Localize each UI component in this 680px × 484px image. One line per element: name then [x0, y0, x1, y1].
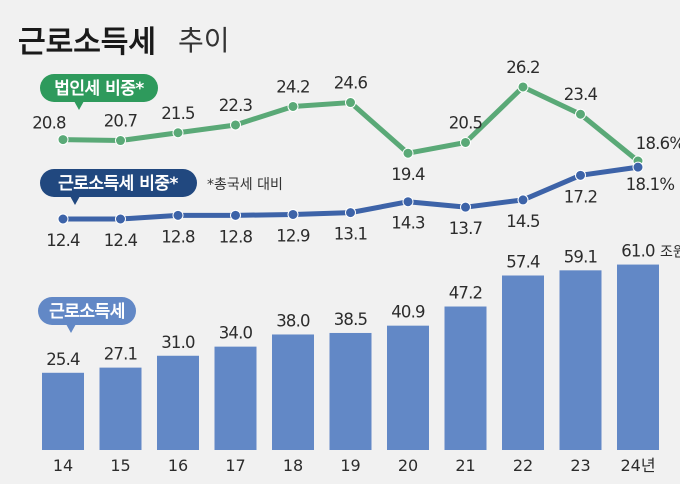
bar-value-label: 38.5: [334, 310, 368, 329]
bar-unit-label: 조원: [660, 245, 680, 261]
series-value-label: 20.7: [104, 112, 138, 131]
x-tick-label: 18: [283, 456, 303, 475]
series-point: [402, 147, 414, 159]
bar-22: [502, 275, 544, 450]
series-point: [517, 194, 529, 206]
series-value-label: 19.4: [391, 165, 425, 184]
x-tick-label: 19: [340, 456, 360, 475]
bar-value-label: 31.0: [161, 333, 195, 352]
series-point: [345, 207, 356, 219]
series-value-label: 26.2: [506, 58, 540, 77]
x-tick-label: 14: [53, 456, 73, 475]
series-value-label: 18.6%: [636, 134, 680, 153]
series-point: [172, 209, 184, 221]
bar-20: [387, 325, 429, 450]
series-point: [230, 119, 241, 131]
earned-income-tax-badge-label: 근로소득세: [49, 302, 125, 322]
series-value-label: 20.5: [449, 113, 483, 132]
bar-value-label: 59.1: [564, 247, 598, 266]
bar-19: [329, 332, 372, 450]
corporate-tax-share-badge-label: 법인세 비중*: [54, 79, 144, 99]
x-tick-label: 22: [513, 456, 533, 475]
series-value-label: 13.7: [449, 219, 483, 238]
series-point: [172, 127, 184, 139]
chart-title-bold: 근로소득세: [18, 25, 156, 60]
series-value-label: 12.8: [219, 227, 253, 246]
series-value-label: 14.5: [506, 212, 540, 231]
earned-income-tax-share-series: 12.4 12.4 12.8 12.8 12.9 13.1 14.3 13.7 14.5 17.2…: [46, 161, 675, 250]
earned-income-tax-share-badge-label: 근로소득세 비중*: [58, 174, 178, 194]
bar-value-label: 47.2: [449, 284, 483, 303]
series-value-label: 18.1%: [626, 175, 675, 194]
series-point: [460, 136, 471, 148]
series-value-label: 12.8: [161, 227, 195, 246]
series-value-label: 23.4: [564, 85, 598, 104]
series-point: [57, 134, 69, 146]
bar-18: [272, 334, 314, 450]
series-point: [230, 209, 241, 221]
series-value-label: 12.9: [276, 226, 310, 245]
bar-value-label: 38.0: [276, 311, 310, 330]
series-point: [575, 108, 586, 120]
bar-14: [42, 372, 84, 450]
series-value-label: 12.4: [46, 231, 80, 250]
series-value-label: 24.6: [334, 74, 368, 93]
series-point: [517, 81, 529, 93]
series-point: [460, 201, 471, 213]
corporate-tax-share-series: 20.8 20.7 21.5 22.3 24.2 24.6 19.4 20.5 26.2 23.4…: [32, 58, 680, 184]
bar-value-label: 57.4: [506, 253, 540, 272]
x-tick-label: 24년: [620, 456, 655, 475]
total-tax-note: *총국세 대비: [207, 177, 283, 193]
bar-16: [157, 355, 199, 450]
bar-17: [214, 346, 257, 450]
bar-value-label: 40.9: [391, 303, 425, 322]
x-tick-label: 16: [168, 456, 188, 475]
x-tick-label: 15: [110, 456, 130, 475]
series-value-label: 14.3: [391, 214, 425, 233]
bar-value-label: 34.0: [219, 324, 253, 343]
bar-15: [99, 367, 142, 450]
bar-value-label: 27.1: [104, 345, 138, 364]
bar-21: [444, 306, 487, 450]
series-value-label: 12.4: [104, 231, 138, 250]
earned-income-tax-badge: 근로소득세: [38, 297, 136, 333]
earned-income-tax-share-badge: 근로소득세 비중*: [40, 169, 197, 205]
series-point: [115, 213, 126, 225]
x-tick-label: 20: [398, 456, 418, 475]
series-point: [402, 196, 414, 208]
series-point: [287, 100, 299, 112]
series-value-label: 24.2: [276, 77, 310, 96]
bar-23: [559, 270, 602, 450]
series-point: [287, 208, 299, 220]
series-value-label: 13.1: [334, 225, 368, 244]
series-point: [632, 161, 644, 173]
series-point: [345, 97, 356, 109]
x-tick-label: 21: [455, 456, 475, 475]
series-value-label: 20.8: [32, 114, 66, 133]
x-tick-label: 23: [570, 456, 590, 475]
bar-value-label: 61.0: [621, 242, 655, 261]
x-tick-label: 17: [225, 456, 245, 475]
series-point: [57, 213, 69, 225]
earned-income-tax-bars: 25.4 14 27.1 15 31.0 16 34.0 17 38.0 18 38.5 19 40.9…: [42, 242, 680, 475]
corporate-tax-share-badge: 법인세 비중*: [40, 74, 158, 110]
bar-value-label: 25.4: [46, 350, 80, 369]
bar-24년: [617, 264, 659, 450]
chart-title-light: 추이: [178, 24, 230, 57]
series-value-label: 17.2: [564, 187, 598, 206]
series-value-label: 21.5: [161, 104, 195, 123]
series-point: [115, 135, 126, 147]
series-point: [575, 169, 586, 181]
series-value-label: 22.3: [219, 96, 253, 115]
